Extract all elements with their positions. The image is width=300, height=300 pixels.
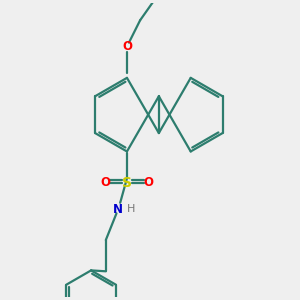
- Text: S: S: [122, 176, 132, 190]
- Text: O: O: [101, 176, 111, 189]
- Text: H: H: [127, 204, 136, 214]
- Text: N: N: [113, 203, 123, 216]
- Text: O: O: [122, 40, 132, 53]
- Text: O: O: [143, 176, 153, 189]
